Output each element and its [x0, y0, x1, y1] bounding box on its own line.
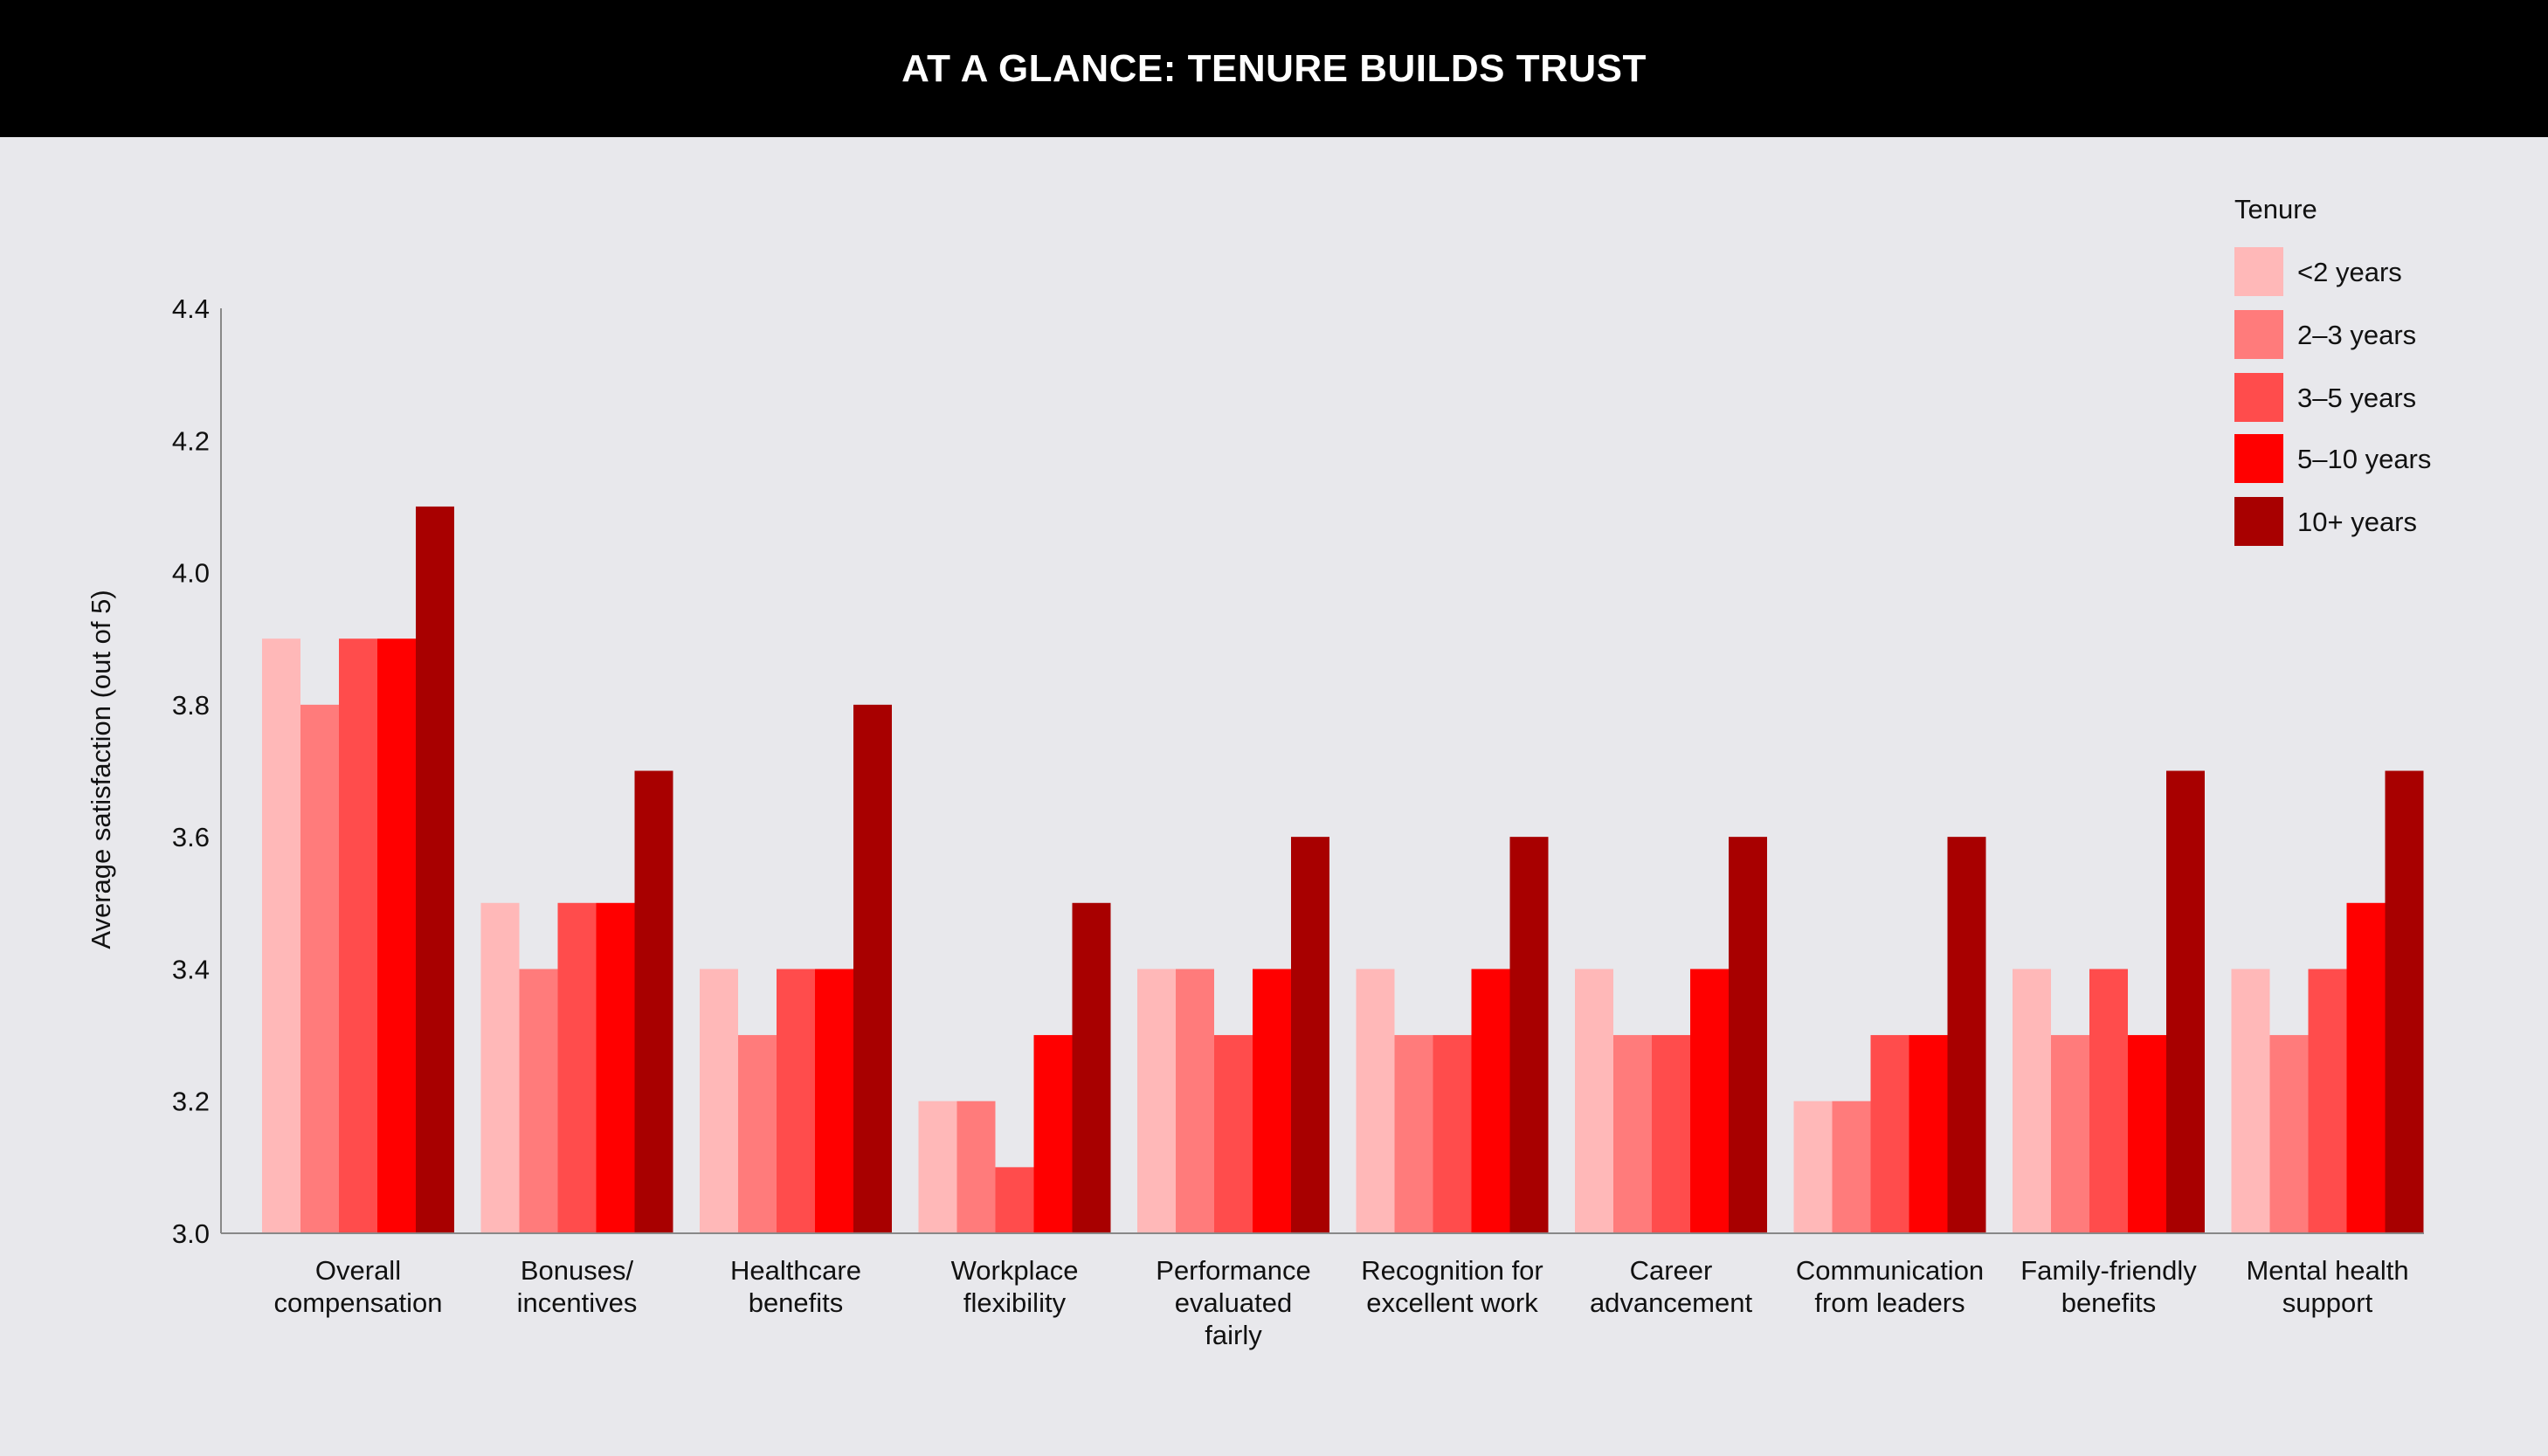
- page-title: AT A GLANCE: TENURE BUILDS TRUST: [901, 46, 1647, 90]
- bar: [1690, 969, 1729, 1233]
- bar: [377, 638, 416, 1233]
- legend: Tenure <2 years 2–3 years 3–5 years 5–10 ye…: [2234, 194, 2431, 546]
- bar: [1832, 1101, 1871, 1233]
- bar: [2346, 902, 2386, 1233]
- bar: [262, 638, 300, 1233]
- bar: [519, 969, 558, 1233]
- bar: [2128, 1035, 2166, 1233]
- y-tick-label: 4.0: [172, 558, 210, 589]
- category-label: Workplace flexibility: [951, 1255, 1079, 1318]
- header-bar: AT A GLANCE: TENURE BUILDS TRUST: [0, 0, 2548, 137]
- legend-label: 3–5 years: [2297, 383, 2416, 413]
- bar: [2385, 770, 2424, 1233]
- category-label: Performance evaluated fairly: [1156, 1255, 1310, 1350]
- bar: [2269, 1035, 2309, 1233]
- y-tick-label: 3.4: [172, 954, 210, 984]
- category-labels: Overall compensation Bonuses/incentives Hea…: [273, 1255, 2408, 1350]
- bar: [596, 902, 635, 1233]
- bar: [1613, 1035, 1652, 1233]
- bar: [1072, 902, 1111, 1233]
- bar: [1947, 837, 1986, 1233]
- legend-swatch: [2234, 497, 2283, 546]
- category-label: Overall compensation: [273, 1255, 442, 1318]
- bar: [700, 969, 738, 1233]
- bar: [300, 704, 339, 1233]
- bar: [2089, 969, 2128, 1233]
- legend-swatch: [2234, 434, 2283, 483]
- bar: [1253, 969, 1291, 1233]
- bar: [1356, 969, 1395, 1233]
- category-label: Family-friendly benefits: [2020, 1255, 2197, 1318]
- bar: [1793, 1101, 1833, 1233]
- bar: [1137, 969, 1176, 1233]
- category-label: Mental health support: [2246, 1255, 2408, 1318]
- y-tick-label: 3.8: [172, 690, 210, 721]
- bar: [480, 902, 520, 1233]
- bar: [777, 969, 815, 1233]
- bar: [634, 770, 673, 1233]
- bar: [995, 1167, 1034, 1233]
- y-tick-label: 4.2: [172, 425, 210, 456]
- bar: [2231, 969, 2270, 1233]
- category-label: Career advancement: [1590, 1255, 1753, 1318]
- legend-label: <2 years: [2297, 257, 2402, 287]
- category-label: Bonuses/incentives: [517, 1255, 638, 1318]
- y-tick-labels: 3.0 3.2 3.4 3.6 3.8 4.0 4.2 4.4: [172, 293, 210, 1249]
- legend-swatch: [2234, 310, 2283, 359]
- legend-label: 2–3 years: [2297, 320, 2416, 350]
- bar: [1652, 1035, 1690, 1233]
- bar: [1909, 1035, 1948, 1233]
- bar: [2013, 969, 2051, 1233]
- bars-group: [262, 506, 2424, 1233]
- bar: [815, 969, 853, 1233]
- bar: [339, 638, 377, 1233]
- bar: [416, 506, 454, 1233]
- bar: [1394, 1035, 1433, 1233]
- bar: [853, 704, 892, 1233]
- y-tick-label: 3.6: [172, 822, 210, 852]
- bar: [1291, 837, 1329, 1233]
- y-tick-label: 3.2: [172, 1087, 210, 1117]
- legend-label: 5–10 years: [2297, 444, 2431, 474]
- legend-swatch: [2234, 247, 2283, 296]
- y-axis-title: Average satisfaction (out of 5): [86, 590, 116, 949]
- legend-label: 10+ years: [2297, 507, 2417, 537]
- bar: [1471, 969, 1510, 1233]
- legend-title: Tenure: [2234, 194, 2317, 224]
- bar: [738, 1035, 777, 1233]
- category-label: Recognition for excellent work: [1361, 1255, 1543, 1318]
- bar: [1509, 837, 1549, 1233]
- bar: [1214, 1035, 1253, 1233]
- bar: [1176, 969, 1214, 1233]
- bar: [2051, 1035, 2089, 1233]
- bar: [2166, 770, 2205, 1233]
- bar: [2308, 969, 2347, 1233]
- bar: [1870, 1035, 1909, 1233]
- legend-swatch: [2234, 373, 2283, 422]
- bar: [1433, 1035, 1472, 1233]
- bar: [1033, 1035, 1073, 1233]
- bar: [1729, 837, 1767, 1233]
- category-label: Communication from leaders: [1796, 1255, 1984, 1318]
- bar: [918, 1101, 957, 1233]
- category-label: Healthcare benefits: [730, 1255, 861, 1318]
- y-tick-label: 3.0: [172, 1218, 210, 1249]
- bar: [557, 902, 597, 1233]
- y-tick-label: 4.4: [172, 293, 210, 324]
- bar: [1575, 969, 1613, 1233]
- bar: [956, 1101, 996, 1233]
